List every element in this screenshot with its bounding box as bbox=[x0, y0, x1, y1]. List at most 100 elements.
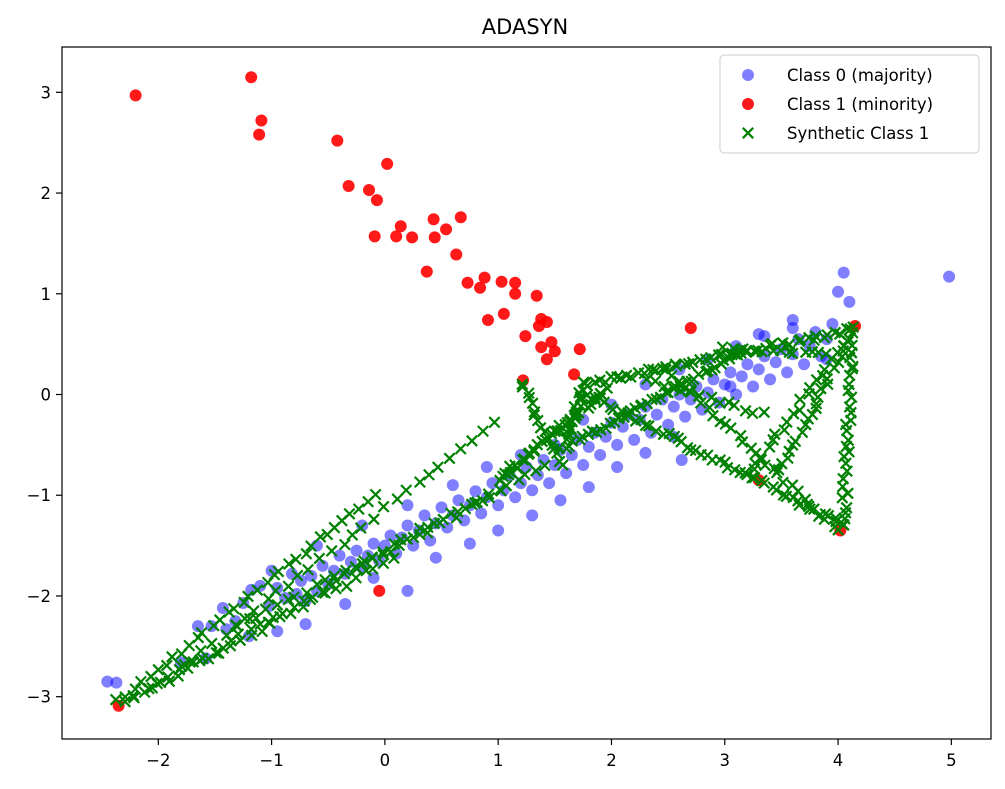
data-point bbox=[509, 491, 522, 504]
data-point bbox=[599, 430, 612, 443]
synthetic-point bbox=[407, 531, 420, 544]
synthetic-point bbox=[806, 408, 819, 421]
data-point bbox=[441, 521, 454, 534]
synthetic-point bbox=[686, 356, 699, 369]
synthetic-point bbox=[842, 335, 855, 348]
synthetic-point bbox=[728, 399, 741, 412]
synthetic-point bbox=[330, 582, 342, 595]
synthetic-point bbox=[509, 459, 522, 472]
data-point bbox=[253, 128, 266, 141]
x-tick-label: 2 bbox=[606, 751, 617, 770]
data-point bbox=[406, 231, 419, 244]
synthetic-point bbox=[694, 396, 707, 409]
axis-ticks: −2 −1 0 1 2 3 4 5 −3 −2 −1 0 1 2 3 bbox=[27, 83, 957, 770]
data-point bbox=[429, 551, 442, 564]
synthetic-point bbox=[580, 389, 593, 402]
synthetic-point bbox=[338, 538, 351, 551]
data-point bbox=[803, 340, 816, 353]
synthetic-point bbox=[205, 637, 218, 650]
synthetic-point bbox=[646, 363, 659, 376]
data-point bbox=[764, 373, 777, 386]
data-point bbox=[826, 318, 839, 331]
synthetic-point bbox=[413, 476, 426, 489]
chart-title: ADASYN bbox=[482, 15, 568, 39]
data-point bbox=[492, 499, 505, 512]
data-point bbox=[418, 509, 431, 522]
synthetic-point bbox=[366, 551, 379, 564]
data-point bbox=[650, 408, 663, 421]
data-point bbox=[205, 620, 218, 633]
synthetic-point bbox=[421, 521, 434, 534]
synthetic-point bbox=[843, 369, 856, 382]
y-tick-label: −1 bbox=[27, 486, 51, 505]
synthetic-point bbox=[231, 620, 244, 633]
synthetic-point bbox=[572, 406, 585, 419]
synthetic-point bbox=[650, 425, 663, 438]
synthetic-point bbox=[807, 503, 820, 516]
synthetic-point bbox=[704, 351, 717, 364]
synthetic-point bbox=[727, 342, 740, 355]
data-point bbox=[594, 448, 607, 461]
data-point bbox=[129, 89, 142, 102]
synthetic-point bbox=[388, 538, 401, 550]
synthetic-point bbox=[443, 452, 456, 465]
data-point bbox=[531, 469, 544, 482]
synthetic-point bbox=[465, 434, 478, 447]
synthetic-point bbox=[529, 464, 542, 477]
data-point bbox=[837, 266, 850, 279]
synthetic-point bbox=[160, 659, 173, 672]
data-point bbox=[548, 345, 561, 358]
synthetic-point bbox=[837, 472, 850, 485]
synthetic-point bbox=[346, 528, 359, 541]
data-point bbox=[478, 271, 491, 284]
data-point bbox=[245, 71, 258, 84]
data-point bbox=[427, 213, 440, 226]
synthetic-point bbox=[814, 382, 827, 395]
synthetic-point bbox=[756, 345, 768, 358]
synthetic-point bbox=[493, 483, 506, 496]
synthetic-point bbox=[516, 378, 529, 391]
synthetic-point bbox=[377, 557, 390, 570]
data-point bbox=[216, 602, 229, 615]
synthetic-point bbox=[614, 372, 627, 385]
data-point bbox=[616, 420, 629, 433]
data-point bbox=[832, 285, 845, 298]
synthetic-point bbox=[325, 544, 338, 557]
data-point bbox=[305, 569, 318, 582]
synthetic-point bbox=[328, 570, 341, 583]
data-point bbox=[560, 467, 573, 480]
synthetic-point bbox=[649, 375, 662, 388]
synthetic-point bbox=[247, 605, 260, 617]
data-point bbox=[469, 485, 482, 498]
data-point bbox=[390, 230, 403, 243]
synthetic-point bbox=[394, 533, 407, 546]
synthetic-point bbox=[812, 510, 825, 523]
data-point bbox=[684, 322, 697, 335]
data-point bbox=[843, 295, 856, 308]
synthetic-point bbox=[801, 498, 814, 511]
synthetic-point bbox=[358, 555, 371, 568]
synthetic-point bbox=[841, 487, 854, 500]
synthetic-point bbox=[746, 407, 759, 420]
data-point bbox=[769, 356, 782, 369]
synthetic-point bbox=[163, 675, 176, 688]
data-point bbox=[509, 276, 522, 289]
data-point bbox=[295, 574, 308, 587]
plot-area-frame bbox=[61, 46, 992, 740]
synthetic-point bbox=[377, 500, 390, 513]
data-point bbox=[540, 353, 553, 366]
synthetic-point bbox=[622, 410, 635, 422]
synthetic-point bbox=[796, 426, 809, 439]
synthetic-point bbox=[151, 677, 164, 690]
data-point bbox=[112, 699, 125, 712]
synthetic-point bbox=[316, 586, 329, 599]
synthetic-point bbox=[778, 423, 791, 436]
y-tick-label: −2 bbox=[27, 587, 51, 606]
synthetic-point bbox=[568, 400, 581, 413]
data-point bbox=[781, 366, 794, 379]
synthetic-point bbox=[522, 387, 535, 400]
synthetic-point bbox=[459, 502, 472, 515]
data-point bbox=[420, 265, 433, 278]
y-tick-label: 2 bbox=[41, 184, 52, 203]
synthetic-point bbox=[787, 407, 800, 420]
